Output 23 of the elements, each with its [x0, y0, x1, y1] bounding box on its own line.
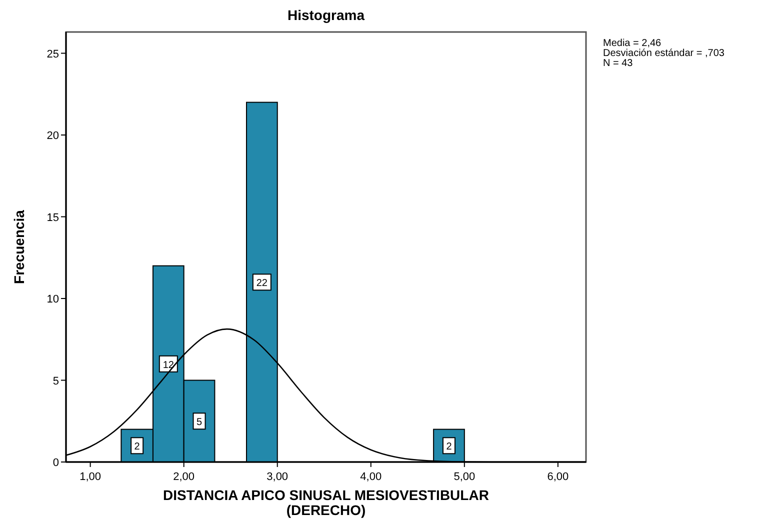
x-tick-label: 6,00 — [547, 471, 569, 483]
x-tick-label: 4,00 — [360, 471, 382, 483]
data-label: 12 — [162, 360, 174, 371]
y-tick-label: 25 — [46, 48, 59, 60]
y-tick-label: 5 — [52, 375, 59, 388]
x-tick-label: 2,00 — [173, 471, 195, 483]
chart-title: Histograma — [287, 7, 365, 23]
y-tick-label: 0 — [52, 457, 59, 469]
x-axis-title: DISTANCIA APICO SINUSAL MESIOVESTIBULAR (DERECHO) — [163, 487, 489, 518]
text: Desviación estándar = ,703 — [603, 48, 725, 59]
data-label: 2 — [134, 442, 140, 453]
y-tick-label: 10 — [46, 294, 59, 306]
x-tick-label: 3,00 — [266, 471, 288, 483]
y-tick-label: 20 — [46, 130, 59, 142]
text: Media = 2,46 — [603, 38, 662, 49]
x-tick-label: 5,00 — [454, 471, 476, 483]
data-label: 22 — [256, 278, 268, 290]
y-axis-title: Frecuencia — [11, 210, 27, 284]
data-label: 5 — [196, 417, 202, 428]
data-label: 2 — [446, 442, 452, 453]
y-tick-label: 15 — [46, 212, 59, 224]
text: N = 43 — [603, 58, 634, 69]
x-tick-label: 1,00 — [80, 471, 102, 483]
